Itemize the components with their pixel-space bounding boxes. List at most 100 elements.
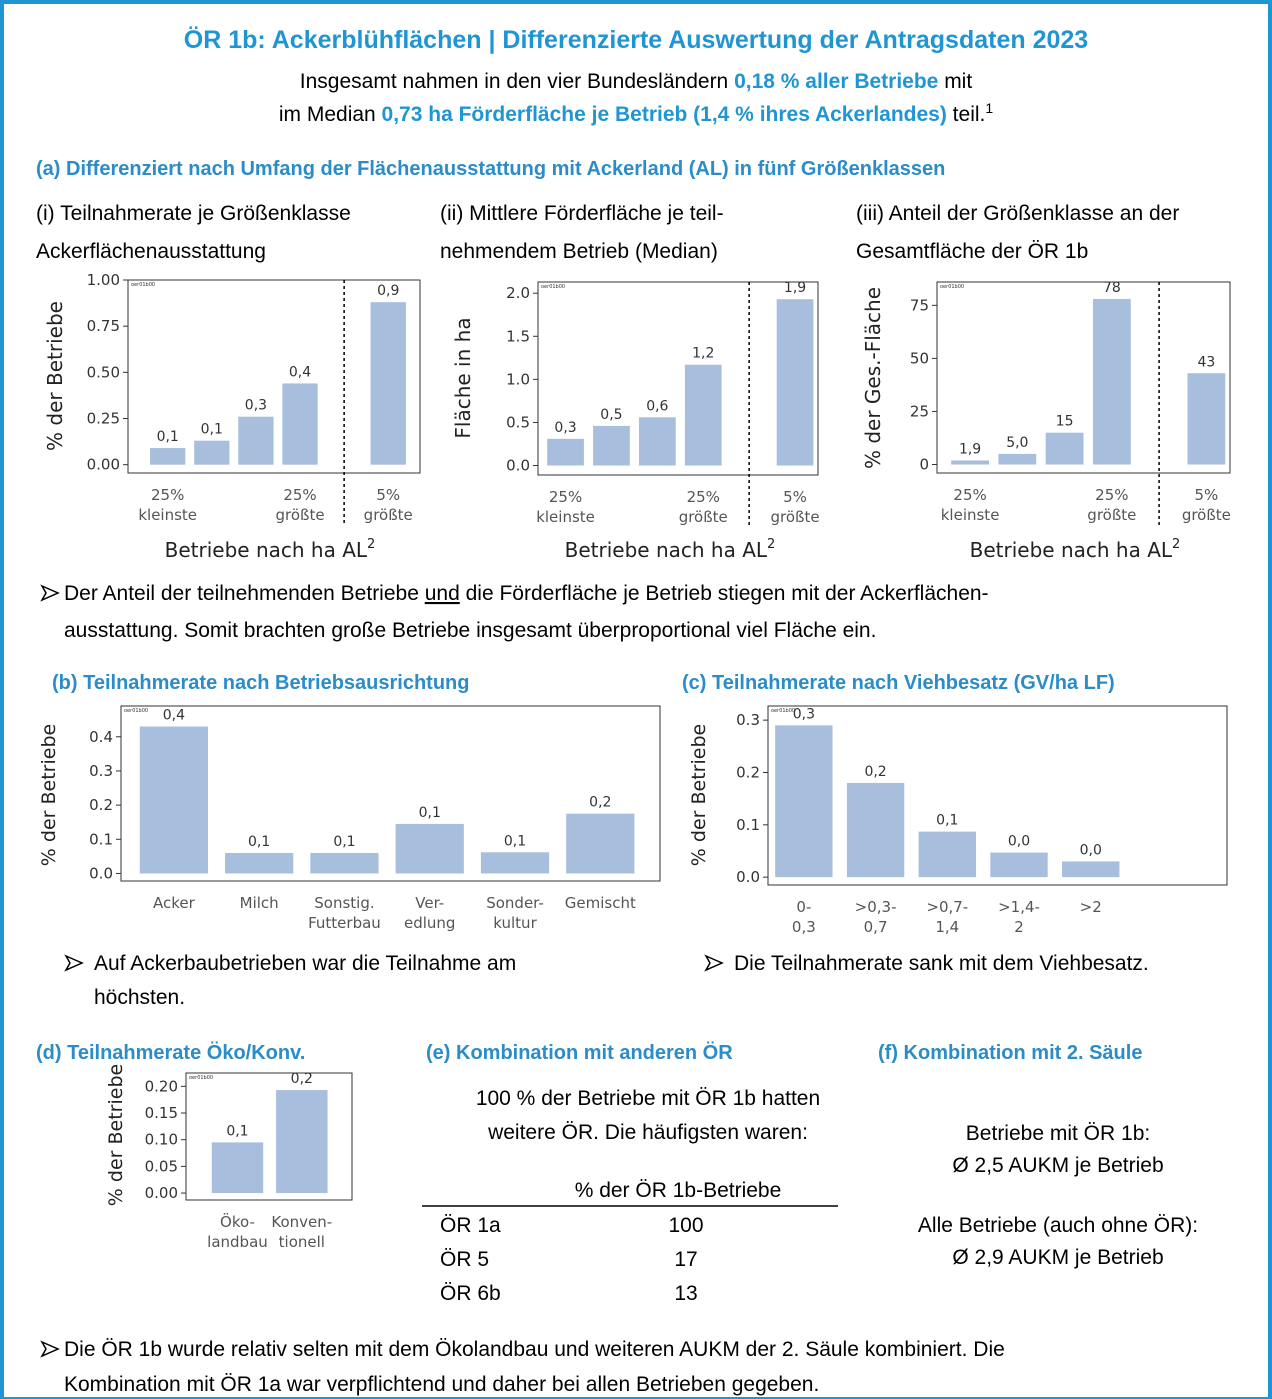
y-tick-label: 0.00 (145, 1184, 178, 1202)
value-label: 0,4 (289, 364, 311, 380)
bar (775, 725, 833, 878)
value-label: 15 (1056, 414, 1074, 430)
subtitle: im Median 0,73 ha Förderfläche je Betrie… (279, 100, 994, 126)
bullet-arrow (40, 584, 60, 602)
y-tick-label: 1.00 (87, 271, 120, 289)
x-axis-label: Betriebe nach ha AL2 (165, 537, 376, 562)
y-tick-label: 0.5 (506, 413, 530, 431)
info-text: Ø 2,9 AUKM je Betrieb (952, 1246, 1163, 1269)
x-tick-label: 0,3 (792, 918, 816, 936)
chart-title: (iii) Anteil der Größenklasse an der (856, 202, 1179, 225)
bar (238, 416, 274, 465)
value-label: 0,1 (248, 834, 270, 850)
bar (776, 299, 814, 466)
note-text: Der Anteil der teilnehmenden Betriebe un… (64, 582, 989, 605)
x-tick-label: Ver- (415, 894, 444, 912)
table-cell: ÖR 1a (440, 1214, 501, 1237)
value-label: 1,2 (692, 346, 714, 362)
subtitle-text: mit (938, 70, 972, 93)
x-tick-label: 5% (1194, 486, 1218, 504)
x-tick-label: größte (1182, 506, 1231, 524)
x-axis-label-text: Betriebe nach ha AL (970, 538, 1173, 562)
note-part: ausstattung. Somit brachten große Betrie… (64, 619, 876, 642)
y-tick-label: 0.00 (87, 456, 120, 474)
value-label: 0,1 (419, 805, 441, 821)
x-axis-label-text: Betriebe nach ha AL (165, 538, 368, 562)
y-tick-label: 0.2 (736, 763, 760, 781)
table-cell: 100 (668, 1214, 703, 1237)
y-tick-label: 0.1 (89, 830, 113, 848)
value-label: 1,9 (959, 441, 981, 457)
x-tick-label: >2 (1080, 898, 1102, 916)
bullet-arrow (704, 954, 724, 972)
x-tick-label: Konven- (271, 1213, 332, 1231)
subtitle-highlight: 0,18 % aller Betriebe (734, 70, 938, 93)
y-tick-label: 0.0 (89, 864, 113, 882)
bar (150, 448, 186, 465)
x-tick-label: landbau (207, 1233, 268, 1251)
y-tick-label: 1.0 (506, 370, 530, 388)
x-tick-label: kultur (493, 914, 537, 932)
y-tick-label: 0.05 (145, 1157, 178, 1175)
x-tick-label: 5% (783, 488, 807, 506)
chart-title: nehmendem Betrieb (Median) (440, 240, 718, 263)
watermark: oer01b00 (189, 1075, 213, 1081)
value-label: 0,9 (377, 283, 399, 299)
bar (225, 852, 294, 874)
note-text: Auf Ackerbaubetrieben war die Teilnahme … (94, 952, 516, 975)
value-label: 0,2 (291, 1071, 313, 1087)
x-tick-label: größte (1087, 506, 1136, 524)
value-label: 0,6 (646, 398, 668, 414)
note-part: Der Anteil der teilnehmenden Betriebe (64, 582, 425, 605)
x-axis-label-text: Betriebe nach ha AL (565, 538, 768, 562)
value-label: 0,2 (864, 764, 886, 780)
x-tick-label: größte (679, 508, 728, 526)
subtitle-text: im Median (279, 103, 382, 126)
section-heading: (f) Kombination mit 2. Säule (878, 1042, 1142, 1064)
info-text: Betriebe mit ÖR 1b: (966, 1122, 1150, 1145)
intro-text: 100 % der Betriebe mit ÖR 1b hatten (476, 1087, 820, 1110)
bar (480, 852, 550, 874)
y-tick-label: 0.10 (145, 1131, 178, 1149)
x-tick-label: 25% (1095, 486, 1128, 504)
table-cell: ÖR 5 (440, 1248, 489, 1271)
bar (951, 460, 989, 465)
x-tick-label: >0,3- (855, 898, 897, 916)
x-axis-label-note: 2 (767, 537, 775, 552)
note-emphasis: und (425, 582, 460, 605)
intro-text: weitere ÖR. Die häufigsten waren: (487, 1121, 808, 1144)
bar (684, 364, 722, 466)
value-label: 1,9 (784, 280, 806, 296)
bar (211, 1142, 264, 1194)
watermark: oer01b00 (131, 282, 155, 288)
section-heading: (a) Differenziert nach Umfang der Fläche… (36, 158, 945, 180)
x-tick-label: edlung (404, 914, 455, 932)
bar (310, 852, 379, 874)
section-heading: (e) Kombination mit anderen ÖR (426, 1041, 733, 1064)
footnote-mark: 1 (985, 100, 993, 116)
bar (1187, 373, 1226, 465)
bar (276, 1090, 328, 1194)
x-tick-label: 1,4 (935, 918, 959, 936)
x-tick-label: kleinste (536, 508, 595, 526)
y-axis-label: Fläche in ha (451, 317, 475, 438)
x-tick-label: >0,7- (926, 898, 968, 916)
x-tick-label: größte (364, 506, 413, 524)
x-tick-label: 25% (283, 486, 316, 504)
y-tick-label: 0.0 (736, 868, 760, 886)
x-tick-label: 0- (796, 898, 811, 916)
x-axis-label: Betriebe nach ha AL2 (970, 537, 1181, 562)
value-label: 0,2 (589, 795, 611, 811)
y-tick-label: 1.5 (506, 327, 530, 345)
y-axis-label: % der Betriebe (38, 724, 60, 866)
x-tick-label: 5% (376, 486, 400, 504)
x-tick-label: >1,4- (998, 898, 1040, 916)
y-tick-label: 25 (910, 402, 929, 420)
x-tick-label: Sonder- (486, 894, 544, 912)
value-label: 0,1 (504, 833, 526, 849)
watermark: oer01b00 (541, 284, 565, 290)
y-tick-label: 0.20 (145, 1077, 178, 1095)
value-label: 0,1 (201, 422, 223, 438)
bar (638, 417, 676, 466)
value-label: 0,3 (554, 420, 576, 436)
